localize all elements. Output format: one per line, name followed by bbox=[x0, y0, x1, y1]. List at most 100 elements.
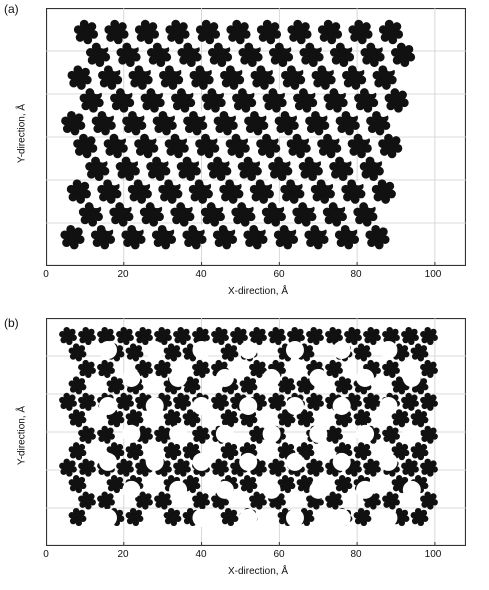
molecule-lobe bbox=[85, 404, 92, 411]
molecule-lobe bbox=[82, 491, 89, 498]
molecule-lobe bbox=[378, 227, 388, 237]
molecule-lobe bbox=[204, 189, 213, 199]
molecule-lobe bbox=[113, 35, 123, 45]
molecule-lobe bbox=[314, 52, 324, 62]
molecule-lobe bbox=[395, 442, 403, 449]
molecule-lobe bbox=[158, 491, 165, 498]
molecule-lobe bbox=[62, 124, 72, 134]
molecule-lobe bbox=[106, 235, 116, 244]
molecule-lobe bbox=[220, 70, 229, 80]
void bbox=[277, 87, 287, 95]
molecule-lobe bbox=[231, 515, 239, 522]
molecule-lobe bbox=[180, 338, 187, 346]
molecule-lobe bbox=[249, 378, 257, 385]
molecule-lobe bbox=[161, 338, 168, 346]
molecule-lobe bbox=[338, 212, 347, 222]
molecule-lobe bbox=[272, 326, 279, 334]
molecule-lobe bbox=[183, 353, 191, 360]
molecule-lobe bbox=[116, 462, 123, 470]
molecule-lobe bbox=[262, 19, 272, 29]
molecule-lobe bbox=[87, 55, 97, 65]
molecule-lobe bbox=[427, 404, 434, 411]
molecule-lobe bbox=[312, 192, 322, 202]
molecule-lobe bbox=[286, 139, 296, 148]
molecule-lobe bbox=[88, 460, 95, 467]
molecule-lobe bbox=[296, 75, 306, 85]
molecule-lobe bbox=[222, 166, 232, 176]
molecule-lobe bbox=[184, 238, 193, 248]
molecule-lobe bbox=[68, 479, 76, 486]
molecule-lobe bbox=[196, 491, 203, 498]
molecule-lobe bbox=[325, 101, 335, 111]
molecule-lobe bbox=[414, 475, 422, 482]
molecule-lobe bbox=[284, 420, 292, 428]
molecule-lobe bbox=[300, 409, 308, 416]
pore bbox=[309, 424, 328, 443]
molecule-lobe bbox=[296, 35, 306, 45]
molecule-lobe bbox=[294, 215, 303, 225]
molecule-lobe bbox=[107, 361, 114, 369]
molecule-lobe bbox=[129, 475, 137, 482]
molecule-lobe bbox=[61, 116, 70, 126]
molecule-lobe bbox=[354, 353, 362, 360]
molecule-lobe bbox=[66, 470, 73, 477]
molecule-lobe bbox=[136, 402, 143, 410]
molecule-lobe bbox=[183, 116, 192, 126]
void bbox=[227, 224, 237, 231]
molecule-lobe bbox=[234, 458, 241, 466]
molecule-lobe bbox=[173, 345, 181, 352]
molecule-lobe bbox=[313, 404, 320, 411]
molecule-lobe bbox=[408, 470, 415, 477]
molecule-lobe bbox=[126, 394, 133, 402]
molecule-lobe bbox=[367, 392, 374, 400]
molecule-lobe bbox=[402, 336, 409, 344]
molecule-lobe bbox=[108, 334, 115, 341]
molecule-lobe bbox=[196, 425, 203, 433]
molecule-lobe bbox=[193, 482, 201, 490]
molecule-lobe bbox=[211, 363, 218, 371]
molecule-lobe bbox=[94, 98, 104, 108]
molecule-lobe bbox=[120, 392, 127, 400]
molecule-lobe bbox=[142, 101, 152, 111]
void bbox=[184, 201, 195, 209]
molecule-lobe bbox=[108, 433, 115, 440]
panel-a-xtick: 60 bbox=[273, 269, 285, 280]
molecule-lobe bbox=[108, 367, 115, 374]
molecule-lobe bbox=[159, 70, 168, 80]
panel-a-xtick: 40 bbox=[195, 269, 207, 280]
void bbox=[252, 156, 262, 163]
molecule-lobe bbox=[231, 449, 239, 457]
molecule-lobe bbox=[81, 101, 91, 111]
void bbox=[234, 65, 244, 72]
molecule-lobe bbox=[344, 443, 352, 451]
molecule-lobe bbox=[293, 19, 303, 29]
molecule-lobe bbox=[249, 495, 256, 503]
molecule-lobe bbox=[127, 334, 134, 341]
molecule-lobe bbox=[158, 326, 165, 334]
molecule-lobe bbox=[278, 386, 286, 393]
molecule-lobe bbox=[189, 110, 198, 120]
molecule-lobe bbox=[329, 491, 336, 498]
molecule-lobe bbox=[278, 460, 285, 467]
molecule-lobe bbox=[219, 184, 229, 194]
molecule-lobe bbox=[274, 42, 284, 52]
molecule-lobe bbox=[269, 501, 276, 508]
molecule-lobe bbox=[209, 169, 218, 179]
molecule-lobe bbox=[420, 476, 428, 484]
molecule-lobe bbox=[201, 93, 211, 103]
molecule-lobe bbox=[398, 90, 407, 100]
molecule-lobe bbox=[314, 126, 324, 136]
molecule-lobe bbox=[174, 468, 181, 475]
molecule-lobe bbox=[268, 462, 275, 470]
molecule-lobe bbox=[272, 30, 282, 39]
molecule-lobe bbox=[167, 195, 177, 204]
molecule-lobe bbox=[345, 482, 353, 490]
molecule-lobe bbox=[336, 499, 343, 506]
molecule-lobe bbox=[335, 386, 343, 393]
molecule-lobe bbox=[427, 470, 434, 477]
molecule-lobe bbox=[186, 58, 196, 68]
molecule-lobe bbox=[427, 371, 434, 378]
pore bbox=[192, 396, 211, 415]
molecule-lobe bbox=[184, 400, 191, 407]
molecule-lobe bbox=[137, 121, 147, 130]
